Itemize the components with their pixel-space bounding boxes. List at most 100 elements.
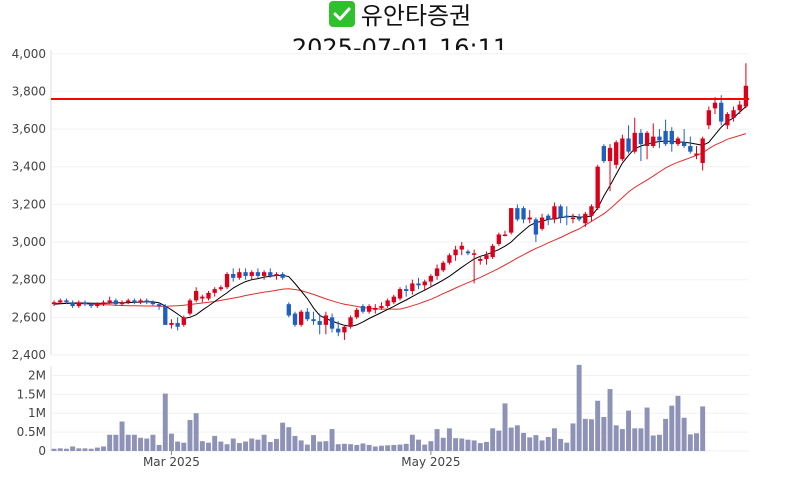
volume-bar bbox=[422, 444, 428, 451]
candle-body bbox=[589, 206, 594, 216]
volume-bar bbox=[558, 438, 564, 451]
candle-body bbox=[434, 268, 440, 276]
candlestick bbox=[558, 204, 563, 224]
candle-body bbox=[471, 253, 477, 255]
candle-body bbox=[243, 272, 248, 276]
candle-body bbox=[675, 138, 681, 145]
candle-body bbox=[224, 274, 230, 288]
volume-y-tick-label: 1M bbox=[28, 406, 46, 420]
candle-body bbox=[391, 296, 396, 303]
candlestick bbox=[620, 134, 625, 162]
candle-body bbox=[212, 289, 217, 293]
price-y-tick-label: 3,000 bbox=[12, 235, 46, 249]
candlestick bbox=[447, 253, 452, 265]
price-y-tick-label: 3,800 bbox=[12, 84, 46, 98]
volume-bar bbox=[490, 428, 496, 451]
candle-body bbox=[70, 302, 75, 307]
candlestick bbox=[614, 140, 619, 169]
volume-bar bbox=[403, 443, 409, 451]
candle-body bbox=[546, 215, 551, 220]
volume-bar bbox=[107, 434, 113, 451]
candle-body bbox=[193, 290, 199, 301]
candle-body bbox=[743, 85, 749, 107]
candle-body bbox=[280, 274, 285, 278]
candle-body bbox=[453, 249, 458, 256]
candle-body bbox=[490, 245, 495, 258]
candle-body bbox=[533, 219, 539, 235]
candlestick bbox=[731, 106, 736, 122]
volume-bar bbox=[687, 434, 693, 451]
candlestick bbox=[163, 304, 168, 325]
volume-bar bbox=[465, 439, 471, 451]
candlestick bbox=[212, 287, 217, 297]
candle-body bbox=[484, 255, 489, 259]
candlestick bbox=[280, 272, 285, 280]
candle-body bbox=[132, 300, 137, 303]
candlestick bbox=[410, 279, 415, 295]
candlestick bbox=[317, 313, 322, 335]
candlestick bbox=[95, 302, 100, 308]
volume-bar bbox=[63, 448, 69, 451]
candlestick bbox=[471, 249, 477, 284]
candlestick bbox=[546, 213, 551, 226]
candlestick bbox=[527, 210, 532, 224]
candle-body bbox=[58, 300, 63, 303]
price-y-tick-label: 2,800 bbox=[12, 273, 46, 287]
candlestick bbox=[336, 321, 341, 337]
candle-body bbox=[261, 272, 267, 276]
candle-body bbox=[299, 311, 304, 325]
candle-body bbox=[688, 146, 693, 152]
candlestick bbox=[434, 264, 440, 280]
candlestick bbox=[379, 302, 384, 310]
volume-bar bbox=[51, 448, 57, 451]
candlestick bbox=[515, 204, 520, 222]
volume-bar bbox=[292, 435, 298, 451]
candlestick bbox=[237, 268, 242, 280]
volume-bar bbox=[131, 434, 137, 451]
volume-bar bbox=[57, 448, 63, 451]
candle-body bbox=[360, 306, 366, 312]
candlestick bbox=[132, 298, 137, 305]
volume-y-tick-label: 1.5M bbox=[17, 387, 46, 401]
candlestick bbox=[101, 300, 106, 307]
candle-body bbox=[428, 275, 434, 282]
volume-bar bbox=[372, 446, 378, 451]
candlestick bbox=[391, 294, 396, 305]
candlestick bbox=[416, 277, 421, 290]
candle-body bbox=[95, 304, 100, 307]
candlestick bbox=[243, 268, 248, 280]
volume-bar bbox=[156, 444, 162, 451]
candle-body bbox=[595, 166, 600, 209]
volume-bar bbox=[669, 405, 675, 451]
title-line-company: 유안타증권 bbox=[0, 0, 800, 32]
volume-bar bbox=[459, 438, 465, 451]
candle-body bbox=[323, 315, 329, 325]
candlestick bbox=[206, 290, 211, 301]
candle-body bbox=[459, 245, 464, 250]
volume-bar bbox=[273, 438, 279, 451]
candle-body bbox=[342, 326, 347, 333]
volume-bar bbox=[650, 435, 656, 451]
volume-bar bbox=[521, 432, 527, 451]
candlestick bbox=[119, 300, 125, 307]
candle-body bbox=[126, 300, 131, 303]
volume-bar bbox=[181, 442, 187, 451]
volume-bar bbox=[138, 437, 144, 451]
price-y-tick-label: 3,200 bbox=[12, 197, 46, 211]
candle-body bbox=[231, 274, 236, 278]
price-panel: 2,400 2,600 2,800 3,000 3,200 3,400 3,600 3,800… bbox=[12, 47, 749, 362]
candle-body bbox=[706, 110, 712, 126]
volume-bar bbox=[267, 441, 273, 451]
candlestick bbox=[583, 211, 588, 227]
candlestick bbox=[490, 243, 495, 259]
candlestick bbox=[187, 298, 193, 316]
candle-body bbox=[64, 300, 69, 303]
candle-body bbox=[725, 114, 730, 126]
candle-body bbox=[274, 274, 279, 276]
x-tick-label: Mar 2025 bbox=[143, 455, 200, 469]
candlestick bbox=[360, 304, 366, 314]
candlestick bbox=[354, 307, 359, 320]
candle-body bbox=[663, 130, 668, 145]
candle-body bbox=[206, 292, 211, 299]
candlestick bbox=[231, 268, 236, 282]
